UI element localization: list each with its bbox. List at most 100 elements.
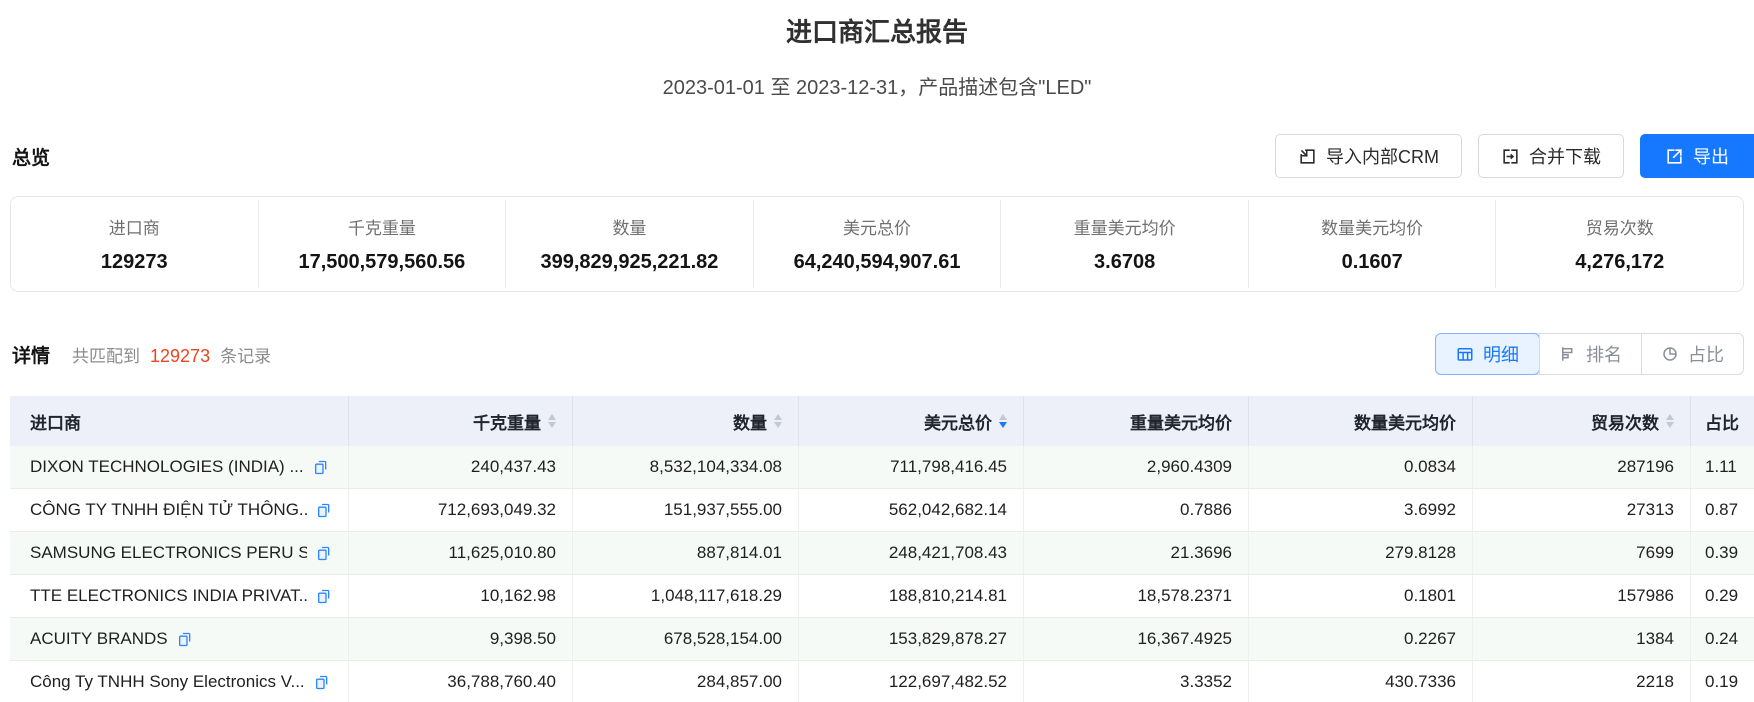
stat-value: 4,276,172: [1575, 251, 1665, 273]
tab-share[interactable]: 占比: [1641, 334, 1743, 374]
overview-header: 总览 导入内部CRM 合并下载 导出: [0, 134, 1754, 178]
trade-count-value: 287196: [1473, 446, 1691, 488]
weight-avg-value: 16,367.4925: [1024, 618, 1249, 660]
stat-trade-count: 贸易次数 4,276,172: [1495, 200, 1743, 288]
trade-count-value: 1384: [1473, 618, 1691, 660]
qty-avg-value: 3.6992: [1249, 489, 1473, 531]
merge-icon: [1501, 147, 1520, 166]
usd-total-value: 188,810,214.81: [799, 575, 1024, 617]
quantity-value: 8,532,104,334.08: [573, 446, 799, 488]
stat-quantity: 数量 399,829,925,221.82: [505, 200, 753, 288]
copy-icon[interactable]: [316, 545, 332, 562]
table-row[interactable]: SAMSUNG ELECTRONICS PERU S... 11,625,010…: [10, 532, 1754, 575]
quantity-value: 678,528,154.00: [573, 618, 799, 660]
trade-count-value: 27313: [1473, 489, 1691, 531]
usd-total-value: 248,421,708.43: [799, 532, 1024, 574]
col-importer: 进口商: [10, 396, 349, 446]
table-row[interactable]: TTE ELECTRONICS INDIA PRIVAT... 10,162.9…: [10, 575, 1754, 618]
copy-icon[interactable]: [314, 674, 330, 691]
details-header: 详情 共匹配到 129273 条记录 明细 排名 占比: [0, 332, 1754, 376]
importers-table: 进口商 千克重量 数量 美元总价 重量美元均价 数量美元均价 贸易次数 占比 D…: [10, 396, 1754, 702]
weight-avg-value: 21.3696: [1024, 532, 1249, 574]
table-row[interactable]: ACUITY BRANDS 9,398.50 678,528,154.00 15…: [10, 618, 1754, 661]
toolbar: 导入内部CRM 合并下载 导出: [1275, 134, 1754, 178]
col-weight-avg-price: 重量美元均价: [1024, 396, 1249, 446]
importer-name[interactable]: CÔNG TY TNHH ĐIỆN TỬ THÔNG...: [30, 500, 307, 519]
copy-icon[interactable]: [316, 588, 332, 605]
stat-label: 重量美元均价: [1073, 219, 1176, 238]
kg-weight-value: 10,162.98: [349, 575, 573, 617]
sort-icon[interactable]: [1666, 414, 1674, 428]
import-crm-button[interactable]: 导入内部CRM: [1275, 134, 1462, 178]
weight-avg-value: 18,578.2371: [1024, 575, 1249, 617]
quantity-value: 151,937,555.00: [573, 489, 799, 531]
merge-download-button[interactable]: 合并下载: [1478, 134, 1624, 178]
qty-avg-value: 0.2267: [1249, 618, 1473, 660]
trade-count-value: 7699: [1473, 532, 1691, 574]
kg-weight-value: 11,625,010.80: [349, 532, 573, 574]
copy-icon[interactable]: [313, 459, 329, 476]
tab-ranking[interactable]: 排名: [1539, 334, 1641, 374]
importer-name[interactable]: ACUITY BRANDS: [30, 629, 168, 648]
share-value: 0.19: [1705, 672, 1739, 691]
stat-label: 贸易次数: [1585, 219, 1654, 238]
tab-detail[interactable]: 明细: [1435, 333, 1540, 375]
trade-count-value: 2218: [1473, 661, 1691, 702]
stat-label: 美元总价: [843, 219, 912, 238]
stat-value: 129273: [100, 251, 168, 273]
stat-label: 数量美元均价: [1321, 219, 1424, 238]
kg-weight-value: 712,693,049.32: [349, 489, 573, 531]
col-trade-count[interactable]: 贸易次数: [1473, 396, 1691, 446]
export-button[interactable]: 导出: [1640, 134, 1754, 178]
kg-weight-value: 36,788,760.40: [349, 661, 573, 702]
table-row[interactable]: DIXON TECHNOLOGIES (INDIA) ... 240,437.4…: [10, 446, 1754, 489]
share-value: 1.11: [1705, 457, 1737, 476]
col-usd-total[interactable]: 美元总价: [799, 396, 1024, 446]
match-prefix: 共匹配到: [72, 346, 141, 366]
share-value: 0.39: [1705, 543, 1739, 562]
share-value: 0.87: [1705, 500, 1739, 519]
sort-icon-active-desc[interactable]: [999, 414, 1007, 428]
importer-name[interactable]: SAMSUNG ELECTRONICS PERU S...: [30, 543, 307, 562]
table-row[interactable]: Công Ty TNHH Sony Electronics V... 36,78…: [10, 661, 1754, 702]
match-summary: 共匹配到 129273 条记录: [72, 342, 271, 367]
importer-name[interactable]: DIXON TECHNOLOGIES (INDIA) ...: [30, 457, 304, 476]
view-switcher: 明细 排名 占比: [1435, 333, 1744, 375]
trade-count-value: 157986: [1473, 575, 1691, 617]
stat-value: 399,829,925,221.82: [540, 251, 719, 273]
copy-icon[interactable]: [316, 502, 332, 519]
stat-label: 数量: [612, 219, 647, 238]
stat-label: 进口商: [108, 219, 160, 238]
page-subtitle: 2023-01-01 至 2023-12-31，产品描述包含"LED": [662, 77, 1092, 99]
col-quantity[interactable]: 数量: [573, 396, 799, 446]
quantity-value: 887,814.01: [573, 532, 799, 574]
stat-value: 64,240,594,907.61: [793, 251, 961, 273]
stat-qty-avg-price: 数量美元均价 0.1607: [1247, 200, 1496, 288]
qty-avg-value: 279.8128: [1249, 532, 1473, 574]
overview-stats-card: 进口商 129273 千克重量 17,500,579,560.56 数量 399…: [10, 196, 1744, 292]
table-header-row: 进口商 千克重量 数量 美元总价 重量美元均价 数量美元均价 贸易次数 占比: [10, 396, 1754, 446]
sort-icon[interactable]: [774, 414, 782, 428]
weight-avg-value: 0.7886: [1024, 489, 1249, 531]
kg-weight-value: 9,398.50: [349, 618, 573, 660]
col-kg-weight[interactable]: 千克重量: [349, 396, 573, 446]
table-row[interactable]: CÔNG TY TNHH ĐIỆN TỬ THÔNG... 712,693,04…: [10, 489, 1754, 532]
stat-label: 千克重量: [347, 219, 416, 238]
sort-icon[interactable]: [548, 414, 556, 428]
weight-avg-value: 3.3352: [1024, 661, 1249, 702]
copy-icon[interactable]: [177, 631, 193, 648]
import-crm-label: 导入内部CRM: [1326, 147, 1439, 167]
tab-label: 排名: [1586, 345, 1622, 365]
importer-name[interactable]: TTE ELECTRONICS INDIA PRIVAT...: [30, 586, 307, 605]
match-count: 129273: [150, 345, 211, 366]
stat-usd-total: 美元总价 64,240,594,907.61: [752, 200, 1001, 288]
share-value: 0.29: [1705, 586, 1739, 605]
usd-total-value: 122,697,482.52: [799, 661, 1024, 702]
tab-label: 明细: [1483, 345, 1519, 365]
ranking-icon: [1559, 345, 1577, 363]
usd-total-value: 153,829,878.27: [799, 618, 1024, 660]
export-label: 导出: [1693, 147, 1729, 167]
table-icon: [1456, 345, 1474, 363]
importer-name[interactable]: Công Ty TNHH Sony Electronics V...: [30, 672, 305, 691]
page-title: 进口商汇总报告: [785, 17, 968, 47]
